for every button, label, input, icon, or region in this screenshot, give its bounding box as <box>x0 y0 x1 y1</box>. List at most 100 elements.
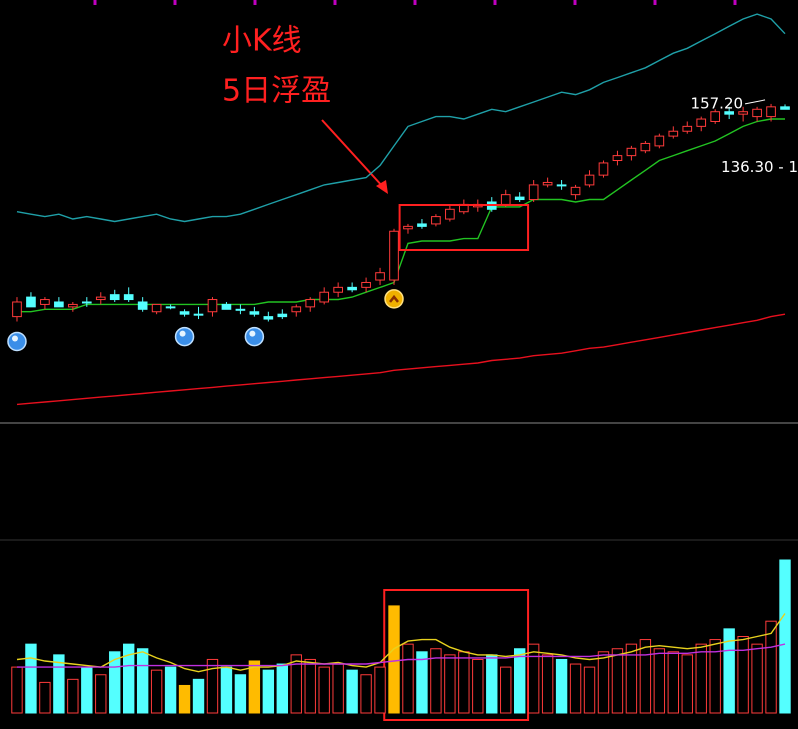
volume-bar <box>220 666 233 714</box>
candle-body <box>542 181 553 186</box>
volume-bar <box>234 674 247 714</box>
volume-bar <box>360 674 372 714</box>
candle-body <box>626 147 637 157</box>
high-label: 157.20 <box>691 94 744 112</box>
candle-body <box>151 303 162 313</box>
volume-bar <box>723 628 735 714</box>
volume-bar <box>192 678 205 714</box>
volume-bar <box>206 658 219 714</box>
candle-body <box>54 301 64 308</box>
range-label: 136.30 - 136 <box>721 158 798 176</box>
candle-body <box>68 303 78 308</box>
high-label-arrow <box>744 99 766 105</box>
candle-body <box>179 311 190 315</box>
volume-bar <box>150 669 163 714</box>
volume-bar <box>164 666 177 714</box>
annotation: 小K线 <box>222 24 302 59</box>
volume-bar <box>500 666 512 714</box>
volume-bar <box>318 666 330 714</box>
candle-body <box>207 299 218 313</box>
annotation-arrowhead <box>376 180 388 194</box>
candle-body <box>738 111 748 115</box>
candle-body <box>570 186 581 196</box>
candle-body <box>305 299 316 308</box>
candle-body <box>556 184 567 187</box>
volume-bar <box>555 658 568 714</box>
candle-body <box>514 196 525 201</box>
sell-signal-shine <box>179 330 186 337</box>
volume-bar <box>611 648 624 714</box>
candle-body <box>724 111 734 115</box>
volume-bar <box>569 663 582 714</box>
volume-line <box>16 613 786 673</box>
volume-bar <box>765 620 777 714</box>
sell-signal <box>244 326 265 347</box>
candle-body <box>347 286 357 291</box>
volume-bar <box>681 654 693 714</box>
volume-bar <box>290 654 302 714</box>
candle-body <box>333 286 343 293</box>
candle-body <box>12 301 22 318</box>
sell-signal <box>174 326 195 347</box>
volume-bar <box>262 669 275 714</box>
volume-bar <box>737 636 749 714</box>
candle-body <box>403 225 413 230</box>
candle-body <box>598 162 609 176</box>
volume-bar <box>39 681 51 714</box>
candle-body <box>249 311 260 315</box>
volume-bar <box>458 651 470 714</box>
volume-bar <box>81 666 93 714</box>
sell-signal <box>7 331 27 352</box>
candle-body <box>319 291 330 303</box>
candle-body <box>682 125 693 132</box>
volume-line <box>17 643 786 668</box>
annotation: 5日浮盈 <box>222 74 331 109</box>
candle-body <box>123 294 134 301</box>
buy-signal-arrow <box>389 294 399 303</box>
candle-body <box>137 301 148 310</box>
volume-bar <box>667 651 679 714</box>
candle-body <box>81 301 92 304</box>
candle-body <box>612 155 623 162</box>
candle-body <box>752 108 762 118</box>
candle-body <box>193 313 204 316</box>
volume-bar <box>53 654 65 714</box>
candle-body <box>417 223 427 227</box>
volume-bar <box>388 605 400 714</box>
volume-bar <box>779 559 791 714</box>
candle-body <box>668 130 679 137</box>
volume-bar <box>416 651 428 714</box>
candle-body <box>528 184 539 201</box>
sell-signal-shine <box>249 330 256 337</box>
candle-body <box>375 272 385 281</box>
volume-bar <box>444 654 456 714</box>
candle-body <box>40 299 50 305</box>
candle-body <box>95 296 106 301</box>
indicator-line <box>16 13 786 223</box>
volume-bar <box>527 643 540 714</box>
candle-body <box>766 106 776 118</box>
volume-bar <box>402 643 414 714</box>
volume-bar <box>583 666 596 714</box>
volume-bar <box>597 651 610 714</box>
candle-body <box>277 313 288 318</box>
volume-bar <box>374 666 386 714</box>
candle-body <box>165 306 176 309</box>
highlight-box <box>398 204 530 251</box>
volume-bar <box>430 648 442 714</box>
candle-body <box>431 216 441 225</box>
candle-body <box>696 118 707 127</box>
volume-bar <box>304 658 316 714</box>
volume-bar <box>541 654 554 714</box>
volume-bar <box>472 658 484 714</box>
volume-bar <box>514 648 526 714</box>
candle-body <box>500 194 511 205</box>
candle-body <box>445 208 455 220</box>
volume-bar <box>276 663 288 714</box>
indicator-line <box>16 313 786 406</box>
candle-body <box>584 174 595 186</box>
candle-body <box>389 230 399 281</box>
sell-signal-shine <box>11 335 18 342</box>
